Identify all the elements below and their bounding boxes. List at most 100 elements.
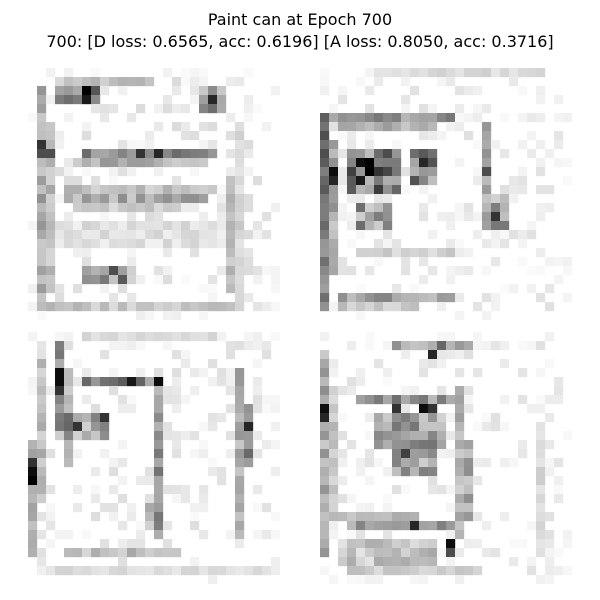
sample-pixel: [392, 341, 402, 351]
sample-pixel: [64, 332, 74, 342]
sample-pixel: [154, 386, 164, 396]
sample-pixel: [446, 521, 456, 531]
sample-pixel: [91, 239, 101, 249]
sample-pixel: [109, 512, 119, 522]
sample-pixel: [37, 341, 47, 351]
sample-pixel: [365, 122, 375, 132]
sample-pixel: [55, 221, 65, 231]
sample-pixel: [347, 293, 357, 303]
sample-pixel: [536, 185, 546, 195]
sample-pixel: [262, 350, 272, 360]
sample-pixel: [28, 386, 38, 396]
sample-pixel: [37, 467, 47, 477]
sample-pixel: [554, 95, 564, 105]
sample-pixel: [509, 557, 519, 567]
sample-pixel: [172, 332, 182, 342]
sample-pixel: [518, 239, 528, 249]
sample-pixel: [235, 149, 245, 159]
sample-pixel: [127, 275, 137, 285]
sample-pixel: [235, 302, 245, 312]
sample-pixel: [73, 566, 83, 576]
sample-pixel: [64, 221, 74, 231]
sample-pixel: [226, 194, 236, 204]
sample-pixel: [401, 566, 411, 576]
sample-pixel: [172, 566, 182, 576]
sample-pixel: [464, 266, 474, 276]
sample-pixel: [235, 284, 245, 294]
sample-pixel: [356, 176, 366, 186]
sample-pixel: [127, 77, 137, 87]
sample-pixel: [46, 131, 56, 141]
sample-pixel: [55, 431, 65, 441]
sample-pixel: [154, 485, 164, 495]
sample-pixel: [217, 212, 227, 222]
sample-pixel: [226, 239, 236, 249]
sample-pixel: [410, 440, 420, 450]
sample-pixel: [320, 485, 330, 495]
sample-pixel: [37, 458, 47, 468]
sample-pixel: [28, 512, 38, 522]
sample-pixel: [271, 530, 280, 540]
sample-pixel: [244, 68, 254, 78]
sample-pixel: [374, 257, 384, 267]
sample-pixel: [320, 566, 330, 576]
sample-pixel: [419, 566, 429, 576]
sample-pixel: [347, 440, 357, 450]
sample-pixel: [347, 158, 357, 168]
sample-pixel: [154, 122, 164, 132]
sample-pixel: [46, 485, 56, 495]
sample-pixel: [527, 284, 537, 294]
sample-pixel: [217, 302, 227, 312]
sample-pixel: [545, 566, 555, 576]
sample-pixel: [545, 548, 555, 558]
sample-pixel: [410, 386, 420, 396]
sample-pixel: [154, 239, 164, 249]
sample-pixel: [464, 458, 474, 468]
sample-pixel: [208, 239, 218, 249]
sample-pixel: [419, 176, 429, 186]
sample-pixel: [320, 395, 330, 405]
sample-pixel: [455, 86, 465, 96]
sample-pixel: [199, 449, 209, 459]
sample-pixel: [365, 248, 375, 258]
sample-pixel: [428, 341, 438, 351]
sample-pixel: [145, 239, 155, 249]
sample-pixel: [208, 122, 218, 132]
sample-pixel: [437, 431, 447, 441]
sample-pixel: [199, 212, 209, 222]
sample-pixel: [235, 230, 245, 240]
sample-pixel: [100, 221, 110, 231]
sample-pixel: [100, 149, 110, 159]
sample-pixel: [46, 386, 56, 396]
sample-pixel: [172, 368, 182, 378]
sample-pixel: [383, 203, 393, 213]
sample-pixel: [100, 239, 110, 249]
sample-pixel: [374, 458, 384, 468]
sample-pixel: [163, 104, 173, 114]
sample-pixel: [518, 230, 528, 240]
sample-pixel: [419, 149, 429, 159]
sample-pixel: [428, 104, 438, 114]
sample-pixel: [347, 566, 357, 576]
sample-pixel: [392, 422, 402, 432]
sample-pixel: [154, 413, 164, 423]
sample-pixel: [109, 377, 119, 387]
sample-pixel: [338, 557, 348, 567]
sample-pixel: [271, 275, 280, 285]
sample-pixel: [320, 266, 330, 276]
sample-pixel: [127, 566, 137, 576]
sample-pixel: [271, 332, 280, 342]
sample-pixel: [338, 113, 348, 123]
sample-pixel: [64, 176, 74, 186]
sample-pixel: [482, 203, 492, 213]
sample-pixel: [365, 68, 375, 78]
sample-pixel: [55, 386, 65, 396]
sample-pixel: [482, 311, 492, 320]
sample-pixel: [338, 86, 348, 96]
sample-pixel: [320, 158, 330, 168]
sample-pixel: [82, 239, 92, 249]
sample-pixel: [365, 413, 375, 423]
sample-pixel: [338, 413, 348, 423]
sample-pixel: [73, 77, 83, 87]
sample-pixel: [329, 386, 339, 396]
